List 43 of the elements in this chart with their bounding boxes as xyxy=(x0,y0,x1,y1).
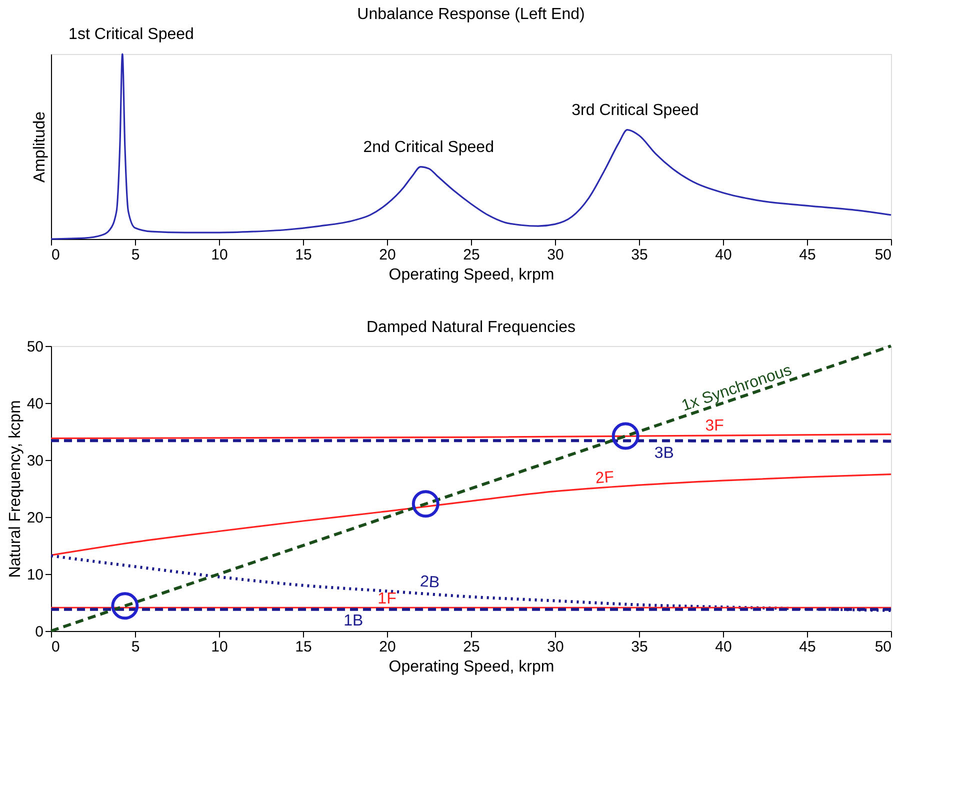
x-tick-label: 5 xyxy=(131,638,140,656)
y-axis-title: Natural Frequency, kcpm xyxy=(6,400,24,578)
series-label: 3F xyxy=(705,417,724,435)
y-tick-label: 20 xyxy=(26,510,44,526)
annotation: 1st Critical Speed xyxy=(68,26,194,43)
series-label: 1F xyxy=(378,590,397,608)
x-tick-label: 40 xyxy=(715,246,732,264)
series-label: 2B xyxy=(419,573,440,592)
annotation: 3rd Critical Speed xyxy=(572,102,699,119)
x-tick-label: 20 xyxy=(379,638,396,656)
series-label: 3B xyxy=(654,444,674,462)
x-tick-label: 30 xyxy=(547,638,564,656)
x-tick-label: 15 xyxy=(295,246,312,264)
x-tick-label: 35 xyxy=(631,246,648,264)
x-tick-label: 25 xyxy=(463,246,480,264)
x-tick-label: 0 xyxy=(52,638,60,656)
x-tick-label: 0 xyxy=(52,246,60,264)
chart-title: Damped Natural Frequencies xyxy=(366,319,576,336)
y-tick-label: 0 xyxy=(35,624,44,640)
series-label: 1B xyxy=(344,612,364,630)
y-tick-label: 40 xyxy=(26,396,44,412)
y-tick-label: 10 xyxy=(26,566,44,584)
x-axis-title: Operating Speed, krpm xyxy=(388,266,554,284)
x-tick-label: 15 xyxy=(295,638,312,656)
y-tick-label: 30 xyxy=(26,452,44,470)
x-tick-label: 20 xyxy=(379,246,396,264)
x-tick-label: 10 xyxy=(211,638,228,656)
x-tick-label: 50 xyxy=(874,638,892,656)
x-tick-label: 10 xyxy=(211,246,228,264)
y-tick-label: 50 xyxy=(26,338,44,356)
y-axis-title: Amplitude xyxy=(32,111,48,183)
series-label: 2F xyxy=(594,468,615,488)
x-tick-label: 5 xyxy=(131,246,140,264)
x-tick-label: 50 xyxy=(874,246,892,264)
x-tick-label: 40 xyxy=(715,638,732,656)
chart-title: Unbalance Response (Left End) xyxy=(357,6,585,23)
x-tick-label: 25 xyxy=(463,638,480,656)
x-tick-label: 45 xyxy=(799,638,816,656)
x-axis-title: Operating Speed, krpm xyxy=(388,658,554,676)
x-tick-label: 35 xyxy=(631,638,648,656)
x-tick-label: 45 xyxy=(799,246,816,264)
annotation: 2nd Critical Speed xyxy=(363,138,494,156)
x-tick-label: 30 xyxy=(547,246,564,264)
